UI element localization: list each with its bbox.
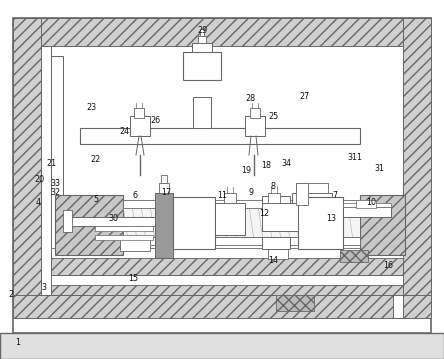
Bar xyxy=(403,18,431,295)
Bar xyxy=(192,43,212,52)
Bar xyxy=(183,52,221,80)
Text: 31: 31 xyxy=(375,164,385,173)
Bar xyxy=(51,275,403,285)
Bar xyxy=(340,250,368,262)
Bar xyxy=(356,200,376,208)
Text: 7: 7 xyxy=(333,191,338,200)
Bar xyxy=(268,249,288,259)
Bar xyxy=(262,237,290,249)
Bar xyxy=(224,193,236,203)
Bar xyxy=(198,36,206,43)
Text: 11: 11 xyxy=(217,191,227,200)
Text: 33: 33 xyxy=(51,178,60,188)
Bar xyxy=(63,210,72,232)
Bar xyxy=(0,333,444,359)
Bar xyxy=(173,197,215,249)
Bar xyxy=(95,226,153,231)
Bar xyxy=(123,200,360,208)
Text: 26: 26 xyxy=(151,116,160,125)
Bar xyxy=(296,183,308,205)
Bar xyxy=(155,193,173,258)
Bar xyxy=(13,18,431,46)
Text: 10: 10 xyxy=(366,198,376,208)
Bar xyxy=(120,237,150,251)
Bar xyxy=(41,46,51,295)
Bar xyxy=(343,207,391,217)
Text: 5: 5 xyxy=(93,195,98,204)
Text: 21: 21 xyxy=(46,159,56,168)
Bar xyxy=(250,108,260,118)
Bar xyxy=(245,116,265,136)
Bar xyxy=(262,196,290,208)
Bar xyxy=(51,285,403,295)
Text: 15: 15 xyxy=(128,274,138,283)
Bar xyxy=(123,237,360,245)
Bar xyxy=(343,203,391,207)
Bar xyxy=(161,175,167,183)
Text: 30: 30 xyxy=(108,214,118,224)
Bar xyxy=(193,97,211,128)
Bar xyxy=(268,193,280,203)
Text: 1: 1 xyxy=(15,338,20,348)
Bar xyxy=(80,128,360,144)
Text: 13: 13 xyxy=(326,214,336,224)
Text: 28: 28 xyxy=(246,94,256,103)
Bar xyxy=(95,235,153,240)
Text: 17: 17 xyxy=(162,187,171,197)
Text: 34: 34 xyxy=(281,159,291,168)
Bar xyxy=(215,203,245,235)
Text: 32: 32 xyxy=(51,187,60,197)
Text: 27: 27 xyxy=(299,92,309,102)
Bar xyxy=(130,116,150,136)
Text: 23: 23 xyxy=(86,103,96,112)
Text: 18: 18 xyxy=(262,160,271,170)
Bar xyxy=(55,195,123,255)
Bar xyxy=(13,18,41,295)
Text: 24: 24 xyxy=(119,126,129,136)
Text: 4: 4 xyxy=(35,198,40,208)
Text: 6: 6 xyxy=(133,191,138,200)
Bar xyxy=(63,217,155,226)
Bar xyxy=(123,205,360,237)
Bar xyxy=(134,108,144,118)
Bar xyxy=(51,248,403,258)
Text: 22: 22 xyxy=(90,155,101,164)
Bar xyxy=(393,270,403,318)
Text: 19: 19 xyxy=(242,166,251,175)
Bar xyxy=(200,29,204,36)
Bar xyxy=(51,258,403,275)
Bar xyxy=(292,193,332,207)
Text: 25: 25 xyxy=(268,112,278,121)
Bar xyxy=(298,197,343,249)
Text: 311: 311 xyxy=(348,153,363,163)
Text: 29: 29 xyxy=(197,26,207,35)
Text: 20: 20 xyxy=(34,175,44,184)
Bar xyxy=(13,18,431,333)
Bar xyxy=(296,183,328,193)
Text: 8: 8 xyxy=(270,182,276,191)
Bar xyxy=(276,295,314,311)
Text: 16: 16 xyxy=(384,261,393,270)
Text: 9: 9 xyxy=(248,187,254,197)
Bar xyxy=(13,295,431,318)
Bar xyxy=(360,195,405,255)
Bar xyxy=(51,56,63,295)
Bar xyxy=(262,203,298,231)
Text: 12: 12 xyxy=(259,209,269,218)
Bar xyxy=(159,183,169,193)
Text: 14: 14 xyxy=(268,256,278,265)
Text: 2: 2 xyxy=(8,290,14,299)
Text: 3: 3 xyxy=(42,283,47,292)
